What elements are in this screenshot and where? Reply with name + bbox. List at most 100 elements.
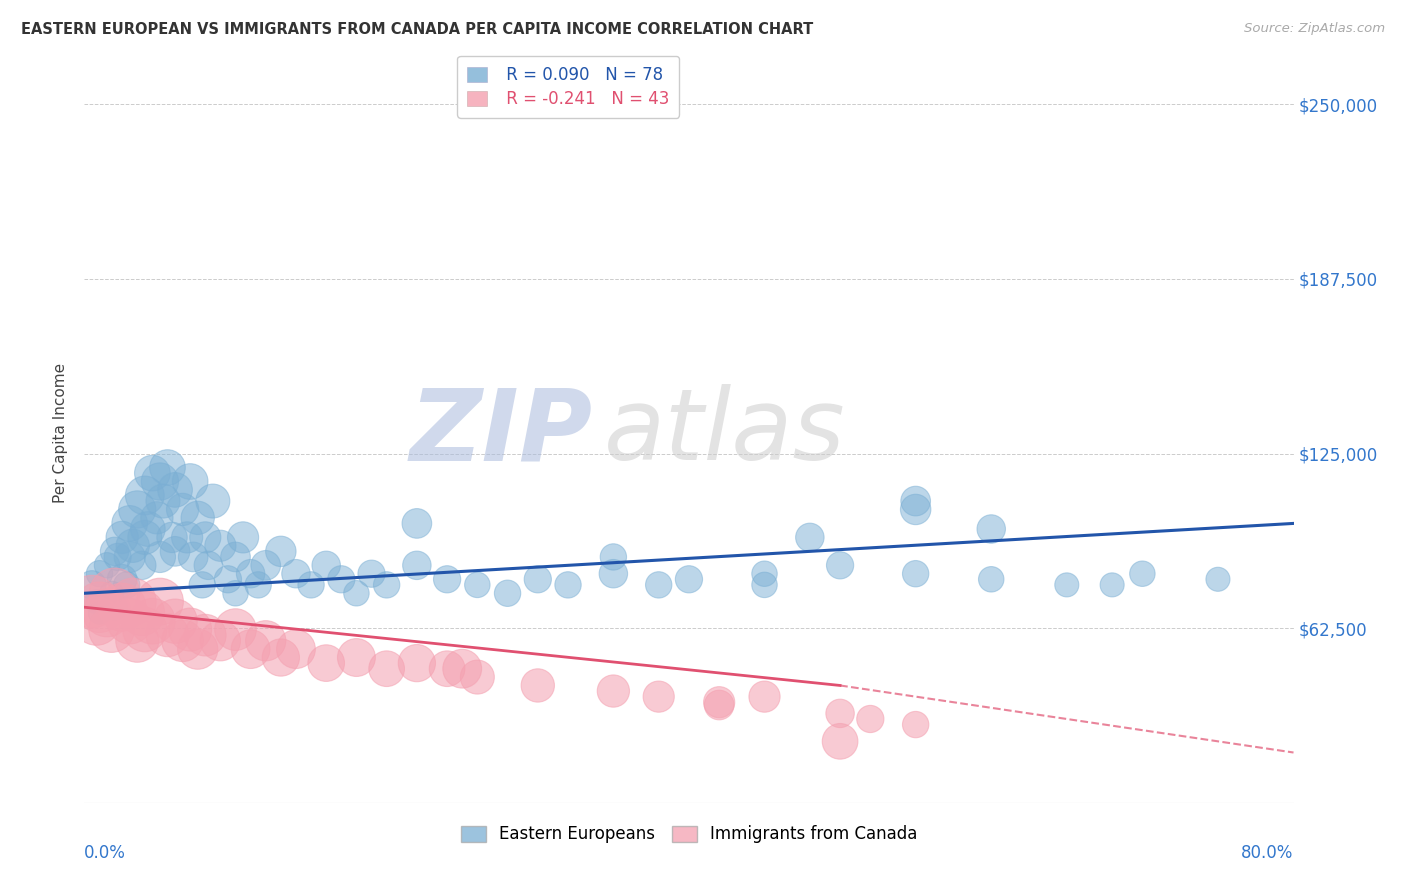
Point: [118, 549, 141, 564]
Point: [104, 600, 127, 615]
Point: [467, 670, 489, 684]
Point: [149, 594, 172, 608]
Point: [451, 662, 474, 676]
Point: [156, 628, 179, 642]
Point: [165, 614, 187, 628]
Point: [191, 578, 214, 592]
Point: [436, 572, 458, 586]
Point: [121, 539, 143, 553]
Point: [254, 558, 277, 573]
Point: [648, 578, 671, 592]
Point: [165, 544, 187, 558]
Point: [980, 522, 1002, 536]
Point: [100, 623, 122, 637]
Point: [285, 642, 308, 657]
Point: [165, 483, 187, 497]
Point: [436, 662, 458, 676]
Point: [754, 566, 776, 581]
Point: [96, 606, 118, 620]
Point: [86, 594, 108, 608]
Point: [346, 586, 368, 600]
Point: [131, 606, 153, 620]
Point: [527, 572, 550, 586]
Point: [152, 494, 174, 508]
Point: [270, 544, 292, 558]
Point: [104, 544, 127, 558]
Text: Source: ZipAtlas.com: Source: ZipAtlas.com: [1244, 22, 1385, 36]
Text: 0.0%: 0.0%: [84, 844, 127, 862]
Point: [239, 642, 262, 657]
Point: [172, 502, 194, 516]
Point: [904, 566, 927, 581]
Point: [904, 717, 927, 731]
Text: ZIP: ZIP: [409, 384, 592, 481]
Point: [118, 516, 141, 531]
Point: [149, 475, 172, 489]
Point: [156, 460, 179, 475]
Point: [176, 530, 198, 544]
Point: [496, 586, 519, 600]
Text: 80.0%: 80.0%: [1241, 844, 1294, 862]
Point: [160, 530, 183, 544]
Point: [194, 530, 217, 544]
Point: [859, 712, 882, 726]
Point: [315, 558, 337, 573]
Legend: Eastern Europeans, Immigrants from Canada: Eastern Europeans, Immigrants from Canad…: [454, 819, 924, 850]
Point: [89, 566, 111, 581]
Point: [194, 628, 217, 642]
Point: [89, 600, 111, 615]
Point: [239, 566, 262, 581]
Point: [179, 475, 201, 489]
Point: [127, 633, 149, 648]
Point: [406, 558, 429, 573]
Point: [134, 530, 156, 544]
Point: [1056, 578, 1078, 592]
Point: [406, 656, 429, 670]
Point: [146, 511, 169, 525]
Point: [467, 578, 489, 592]
Point: [111, 600, 134, 615]
Point: [1130, 566, 1153, 581]
Point: [115, 578, 138, 592]
Point: [602, 566, 624, 581]
Point: [86, 614, 108, 628]
Y-axis label: Per Capita Income: Per Capita Income: [53, 362, 69, 503]
Point: [299, 578, 322, 592]
Point: [754, 578, 776, 592]
Point: [904, 494, 927, 508]
Point: [375, 578, 398, 592]
Point: [285, 566, 308, 581]
Point: [80, 594, 103, 608]
Point: [96, 558, 118, 573]
Point: [187, 511, 209, 525]
Point: [709, 695, 731, 709]
Point: [80, 578, 103, 592]
Point: [360, 566, 382, 581]
Point: [1101, 578, 1123, 592]
Point: [197, 558, 219, 573]
Point: [830, 734, 852, 748]
Point: [678, 572, 700, 586]
Point: [187, 642, 209, 657]
Point: [111, 530, 134, 544]
Point: [100, 586, 122, 600]
Point: [602, 549, 624, 564]
Point: [172, 633, 194, 648]
Point: [247, 578, 270, 592]
Text: EASTERN EUROPEAN VS IMMIGRANTS FROM CANADA PER CAPITA INCOME CORRELATION CHART: EASTERN EUROPEAN VS IMMIGRANTS FROM CANA…: [21, 22, 813, 37]
Text: atlas: atlas: [605, 384, 846, 481]
Point: [118, 614, 141, 628]
Point: [557, 578, 579, 592]
Point: [980, 572, 1002, 586]
Point: [648, 690, 671, 704]
Point: [225, 586, 247, 600]
Point: [830, 558, 852, 573]
Point: [799, 530, 821, 544]
Point: [709, 698, 731, 712]
Point: [527, 678, 550, 692]
Point: [181, 549, 204, 564]
Point: [141, 466, 163, 480]
Point: [225, 549, 247, 564]
Point: [270, 650, 292, 665]
Point: [254, 633, 277, 648]
